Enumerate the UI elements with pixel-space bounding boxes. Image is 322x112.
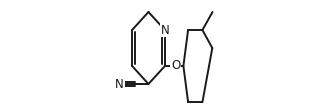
Text: O: O (171, 59, 180, 72)
Text: N: N (161, 24, 169, 37)
Text: N: N (115, 78, 124, 90)
